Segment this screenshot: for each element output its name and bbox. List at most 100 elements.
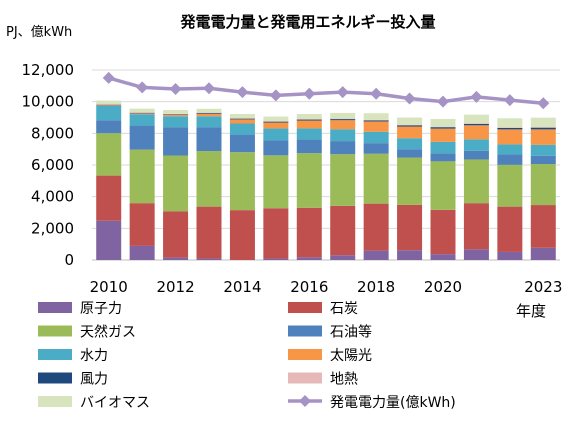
bar-segment <box>463 150 489 160</box>
bar-segment <box>129 203 155 246</box>
legend-item: 水力 <box>38 348 108 364</box>
bar-stack <box>497 118 523 260</box>
bar-stack <box>96 100 122 260</box>
line-point <box>203 82 215 95</box>
bar-segment <box>430 209 456 255</box>
bar-segment <box>497 129 523 145</box>
bar-segment <box>397 149 423 158</box>
bar-segment <box>330 141 356 155</box>
bar-segment <box>530 144 556 156</box>
bar-segment <box>263 128 289 141</box>
legend-label: 水力 <box>80 348 108 364</box>
bar-segment <box>330 205 356 256</box>
legend-item: 石油等 <box>288 324 372 341</box>
bar-segment <box>430 141 456 154</box>
line-point <box>236 86 249 99</box>
bar-segment <box>363 250 389 260</box>
bar-segment <box>363 131 389 144</box>
legend-label: 石炭 <box>330 301 358 317</box>
legend-swatch <box>38 349 72 360</box>
bar-stack <box>363 113 389 260</box>
bar-segment <box>129 108 155 113</box>
legend-label: 原子力 <box>80 301 122 317</box>
bar-segment <box>96 105 122 106</box>
bar-segment <box>397 117 423 125</box>
bar-segment <box>263 208 289 259</box>
bar-segment <box>463 249 489 260</box>
bar-stack <box>330 112 356 260</box>
bar-segment <box>530 117 556 128</box>
bar-segment <box>129 114 155 126</box>
legend-label: 太陽光 <box>330 348 372 364</box>
bar-segment <box>296 207 322 258</box>
line-point <box>136 81 149 94</box>
bar-segment <box>296 114 322 120</box>
bar-segment <box>196 113 222 114</box>
x-tick-label: 2023 <box>524 278 562 296</box>
bar-segment <box>430 161 456 210</box>
legend-item: バイオマス <box>38 395 150 411</box>
bar-segment <box>196 113 222 117</box>
bar-segment <box>163 114 189 115</box>
bar-segment <box>96 175 122 221</box>
bar-segment <box>163 257 189 260</box>
x-tick-label: 2012 <box>156 278 194 296</box>
bar-segment <box>463 114 489 124</box>
x-tick-label: 2020 <box>424 278 462 296</box>
bar-segment <box>96 120 122 134</box>
bar-segment <box>229 114 255 119</box>
legend-item: 石炭 <box>288 301 358 317</box>
y-tick-label: 4,000 <box>31 188 74 206</box>
legend-label: 地熱 <box>330 372 358 388</box>
bar-segment <box>363 121 389 132</box>
bar-segment <box>430 153 456 162</box>
bar-segment <box>497 118 523 128</box>
bar-stack <box>263 116 289 260</box>
legend-label: 発電電力量(億kWh) <box>330 395 456 411</box>
bar-segment <box>497 206 523 252</box>
x-tick-label: 2014 <box>223 278 261 296</box>
bar-segment <box>263 121 289 123</box>
bar-stack <box>196 108 222 260</box>
bar-segment <box>363 203 389 251</box>
bar-segment <box>330 154 356 206</box>
bar-segment <box>463 123 489 126</box>
bar-segment <box>229 152 255 211</box>
bar-segment <box>330 255 356 260</box>
x-tick-label: 2018 <box>357 278 395 296</box>
stacked-bars <box>96 100 556 260</box>
bar-segment <box>263 122 289 129</box>
bar-segment <box>530 155 556 165</box>
bar-segment <box>296 119 322 121</box>
bar-segment <box>229 123 255 135</box>
bar-segment <box>196 206 222 259</box>
legend-item: 地熱 <box>288 372 358 388</box>
legend-swatch <box>38 372 72 384</box>
legend-label: 石油等 <box>330 324 372 341</box>
bar-segment <box>229 118 255 120</box>
bar-segment <box>463 125 489 140</box>
bar-segment <box>430 127 456 129</box>
bar-stack <box>129 108 155 260</box>
bar-segment <box>497 164 523 207</box>
bar-segment <box>96 105 122 121</box>
bar-segment <box>296 128 322 140</box>
bar-stack <box>430 118 456 260</box>
bar-segment <box>296 120 322 129</box>
bar-stack <box>296 114 322 260</box>
bar-segment <box>530 129 556 145</box>
bar-segment <box>530 247 556 260</box>
bar-segment <box>463 203 489 250</box>
legend-item: 原子力 <box>38 301 122 317</box>
bar-segment <box>497 251 523 260</box>
bar-stack <box>397 117 423 260</box>
bar-segment <box>163 116 189 128</box>
bar-segment <box>129 245 155 260</box>
line-point <box>403 92 416 105</box>
bar-segment <box>497 144 523 155</box>
legend-item: 太陽光 <box>288 348 372 364</box>
bar-segment <box>530 164 556 206</box>
bar-segment <box>330 112 356 119</box>
bar-segment <box>129 149 155 204</box>
